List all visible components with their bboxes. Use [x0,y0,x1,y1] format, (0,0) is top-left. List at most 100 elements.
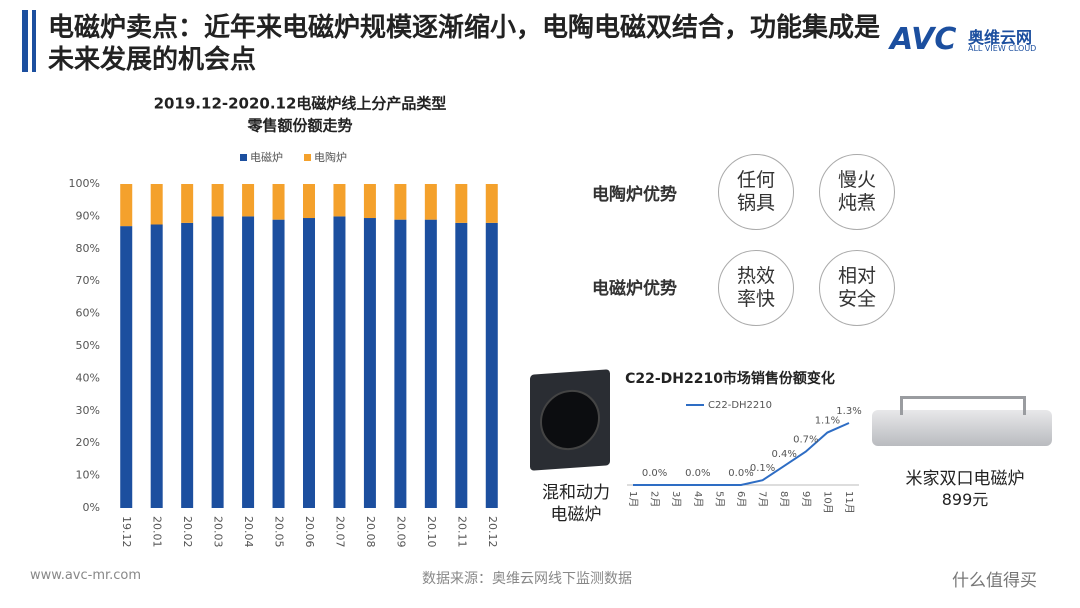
bar [394,184,407,220]
y-tick-label: 100% [69,177,100,190]
y-tick-label: 0% [83,501,100,514]
bar [363,218,376,508]
bar [424,219,437,508]
x-tick-label: 20.04 [242,516,255,548]
advantage-item: 热效率快 [736,265,775,310]
y-tick-label: 50% [76,339,100,352]
bar [424,184,437,220]
x-tick-label: 2月 [649,491,661,507]
x-tick-label: 20.08 [364,516,377,548]
advantage-item: 慢火炖煮 [837,169,876,214]
bar [242,184,255,217]
legend-label: 电磁炉 [250,151,283,164]
bar [303,184,315,219]
product-handle [900,396,1026,415]
bar [150,184,163,225]
x-tick-label: 4月 [692,491,704,507]
line [633,422,850,486]
x-tick-label: 20.10 [425,516,438,548]
data-label: 0.4% [771,449,796,460]
data-label: 1.3% [836,406,861,417]
bar [242,216,255,508]
product-image [530,369,610,471]
bar [363,184,376,219]
chart-title: 零售额份额走势 [246,117,352,135]
x-tick-label: 8月 [778,491,790,507]
bar [455,184,468,223]
product-name: 米家双口电磁炉 [905,469,1025,489]
y-tick-label: 40% [76,371,100,384]
x-tick-label: 19.12 [120,516,133,548]
y-tick-label: 70% [76,274,100,287]
chart-title: C22-DH2210市场销售份额变化 [625,370,835,387]
x-tick-label: 20.07 [333,516,346,548]
bar [272,184,285,220]
x-tick-label: 3月 [670,491,682,507]
x-tick-label: 20.12 [486,516,499,548]
accent-bar [32,10,36,72]
legend-swatch [240,154,247,161]
data-label: 0.7% [793,435,818,446]
bar [272,219,285,508]
x-tick-label: 9月 [800,491,812,507]
advantage-label: 电磁炉优势 [592,279,677,299]
x-tick-label: 20.05 [273,516,286,548]
data-label: 0.0% [728,468,753,479]
x-tick-label: 20.06 [303,516,316,548]
logo-tagline: ALL VIEW CLOUD [968,44,1037,53]
logo-mark: AVC [890,22,957,57]
logo-name: 奥维云网 [968,28,1033,47]
bar [333,184,346,217]
bar [181,184,194,223]
product-name: 混和动力电磁炉 [542,483,610,525]
x-tick-label: 11月 [843,491,855,514]
x-tick-label: 20.01 [151,516,164,548]
x-tick-label: 6月 [735,491,747,507]
y-tick-label: 80% [76,242,100,255]
advantage-circle: 慢火炖煮 [819,154,895,230]
bar [150,224,163,508]
advantage-circle: 任何锅具 [718,154,794,230]
y-tick-label: 90% [76,209,100,222]
y-tick-label: 30% [76,404,100,417]
x-tick-label: 7月 [757,491,769,507]
bar [333,216,346,508]
x-tick-label: 5月 [713,491,725,507]
x-tick-label: 10月 [821,491,833,514]
advantage-item: 相对安全 [837,265,876,310]
legend-swatch [304,154,311,161]
bar [455,222,468,508]
legend-label: 电陶炉 [314,150,347,164]
bar [485,222,498,508]
footer-url: www.avc-mr.com [30,568,142,583]
bar [394,219,407,508]
y-tick-label: 20% [76,436,100,449]
bar [303,218,315,508]
x-tick-label: 1月 [627,491,639,507]
x-tick-label: 20.03 [212,516,225,548]
bar [181,222,194,508]
product-price: 899元 [941,490,989,509]
slide-title: 电磁炉卖点：近年来电磁炉规模逐渐缩小，电陶电磁双结合，功能集成是未来发展的机会点 [48,13,881,75]
data-label: 0.0% [642,468,667,479]
advantage-circle: 相对安全 [819,250,895,326]
x-tick-label: 20.02 [181,516,194,548]
legend-label: C22-DH2210 [708,400,772,411]
y-tick-label: 60% [76,307,100,320]
chart-title: 2019.12-2020.12电磁炉线上分产品类型 [154,95,447,113]
advantage-label: 电陶炉优势 [592,185,677,205]
y-tick-label: 10% [76,469,100,482]
data-label: 0.1% [750,463,775,474]
bar [120,184,133,227]
data-label: 1.1% [815,416,840,427]
product-image [872,410,1052,446]
bar [485,184,498,223]
advantage-item: 任何锅具 [736,169,775,214]
x-tick-label: 20.09 [394,516,407,548]
bar [120,226,133,508]
bar [211,184,224,217]
accent-bar [22,10,28,72]
data-label: 0.0% [685,468,710,479]
